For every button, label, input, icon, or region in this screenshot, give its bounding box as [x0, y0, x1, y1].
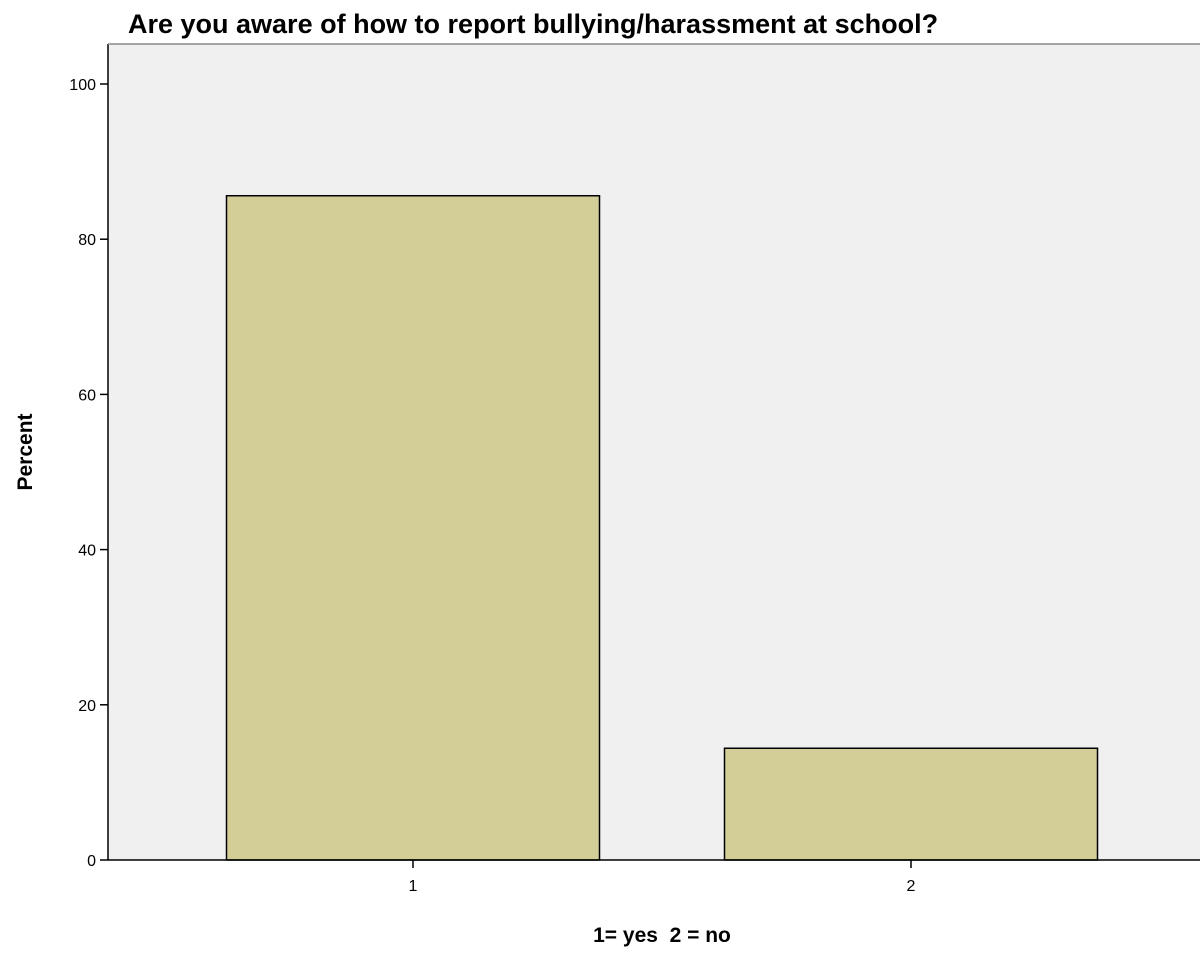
x-tick-label: 1	[409, 878, 418, 895]
y-tick-label: 60	[78, 387, 96, 404]
y-axis: 0 20 40 60 80 100	[69, 43, 1200, 870]
bars-group	[225, 194, 1099, 861]
y-tick-label: 40	[78, 543, 96, 560]
bar-2	[723, 747, 1099, 861]
bar-1	[225, 194, 601, 861]
y-tick-label: 0	[87, 853, 96, 870]
x-axis-label: 1= yes 2 = no	[593, 924, 731, 947]
y-tick-label: 80	[78, 232, 96, 249]
y-tick-label: 20	[78, 698, 96, 715]
x-tick-label: 2	[907, 878, 916, 895]
y-tick-label: 100	[69, 77, 96, 94]
y-axis-label: Percent	[14, 413, 37, 490]
chart-title: Are you aware of how to report bullying/…	[128, 9, 938, 39]
